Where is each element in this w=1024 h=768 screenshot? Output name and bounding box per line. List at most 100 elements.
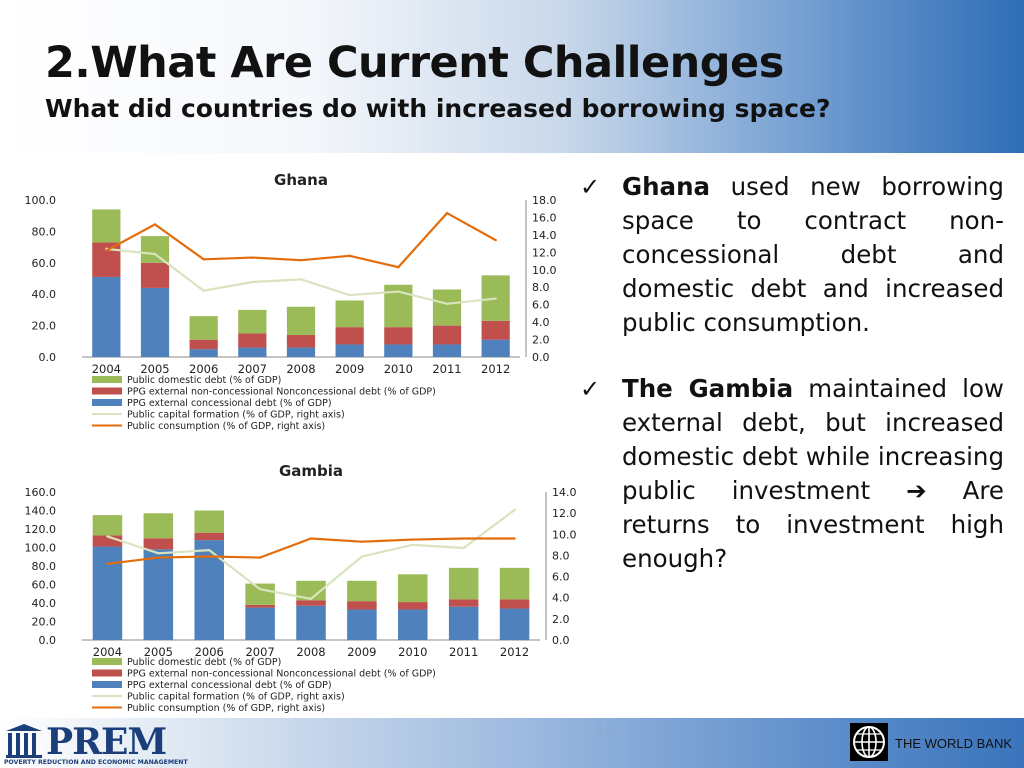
y-tick-label: 20.0	[32, 320, 57, 333]
legend-swatch	[92, 669, 122, 677]
point-public-consumption	[153, 223, 157, 226]
x-tick-label: 2004	[92, 362, 121, 376]
bullet-gambia: ✓ The Gambia maintained low external deb…	[580, 372, 1004, 576]
bullet-bold: The Gambia	[622, 374, 794, 403]
point-public-consumption	[411, 538, 414, 541]
slide-header: 2.What Are Current Challenges What did c…	[0, 0, 1024, 153]
y2-tick-label: 2.0	[532, 334, 550, 347]
y-tick-label: 40.0	[32, 597, 57, 610]
y-tick-label: 160.0	[25, 486, 57, 499]
y-tick-label: 0.0	[39, 634, 57, 647]
bar-nonconcessional	[92, 535, 123, 547]
x-tick-label: 2012	[481, 362, 510, 376]
bar-concessional	[189, 349, 218, 357]
y2-tick-label: 10.0	[532, 264, 557, 277]
point-public-consumption	[513, 537, 516, 540]
y-tick-label: 120.0	[25, 523, 57, 536]
legend-swatch	[92, 681, 122, 688]
bar-nonconcessional	[194, 532, 224, 541]
page-number: 18	[596, 724, 614, 740]
point-capital-formation	[445, 302, 449, 305]
point-capital-formation	[397, 290, 400, 293]
bar-concessional	[140, 287, 170, 357]
y2-tick-label: 14.0	[532, 229, 557, 242]
bar-nonconcessional	[238, 333, 267, 348]
bar-concessional	[92, 276, 121, 357]
slide-title: 2.What Are Current Challenges	[45, 38, 784, 88]
legend-label: PPG external non-concessional Nonconcess…	[127, 387, 436, 398]
y2-tick-label: 6.0	[532, 299, 550, 312]
bar-nonconcessional	[92, 242, 121, 277]
y-tick-label: 0.0	[39, 351, 57, 364]
bar-concessional	[296, 605, 326, 640]
bar-nonconcessional	[347, 601, 377, 610]
point-public-consumption	[299, 258, 303, 262]
y2-tick-label: 18.0	[532, 194, 557, 207]
bullet-text: used new borrowing space to contract non…	[622, 172, 1004, 337]
bar-domestic	[398, 574, 428, 603]
chart-title: Gambia	[279, 462, 343, 480]
bar-concessional	[245, 607, 275, 640]
bar-nonconcessional	[448, 599, 479, 607]
x-tick-label: 2009	[335, 362, 364, 376]
point-public-consumption	[397, 265, 400, 269]
y-tick-label: 140.0	[25, 505, 57, 518]
y2-tick-label: 4.0	[552, 592, 570, 605]
point-public-consumption	[106, 562, 109, 566]
point-public-consumption	[309, 537, 313, 540]
x-tick-label: 2005	[140, 362, 169, 376]
bar-concessional	[347, 609, 377, 640]
y2-tick-label: 14.0	[552, 486, 577, 499]
gambia-chart: Gambia 0.0 20.0 40.0 60.0 80.0 100.0 120.0 140.0…	[25, 462, 577, 714]
point-public-consumption	[251, 256, 254, 259]
bar-domestic	[92, 515, 123, 536]
legend-label: Public consumption (% of GDP, right axis…	[127, 703, 325, 714]
bar-concessional	[286, 347, 316, 357]
prem-columns-icon	[6, 724, 42, 758]
checkmark-icon: ✓	[580, 173, 601, 201]
bar-domestic	[296, 580, 326, 601]
point-public-consumption	[348, 254, 351, 258]
y2-tick-label: 8.0	[552, 549, 570, 562]
legend-swatch	[92, 387, 122, 395]
bullet-list: ✓ Ghana used new borrowing space to cont…	[580, 170, 1004, 576]
point-capital-formation	[494, 297, 497, 300]
y-tick-label: 80.0	[32, 560, 57, 573]
point-capital-formation	[411, 543, 414, 547]
point-capital-formation	[157, 552, 160, 555]
bar-domestic	[143, 513, 174, 539]
legend-label: Public consumption (% of GDP, right axis…	[127, 421, 325, 432]
bar-nonconcessional	[481, 320, 510, 340]
x-tick-label: 2007	[238, 362, 267, 376]
point-public-consumption	[105, 249, 108, 252]
bar-concessional	[92, 546, 123, 640]
point-public-consumption	[157, 556, 160, 559]
point-public-consumption	[462, 537, 465, 540]
bar-concessional	[499, 608, 530, 640]
bar-nonconcessional	[384, 327, 413, 345]
x-tick-label: 2010	[384, 362, 413, 376]
y2-tick-label: 2.0	[552, 613, 570, 626]
x-tick-label: 2009	[347, 645, 376, 659]
bar-domestic	[238, 309, 267, 334]
bar-domestic	[245, 583, 275, 605]
y2-tick-label: 0.0	[532, 351, 550, 364]
y-tick-label: 40.0	[32, 288, 57, 301]
point-public-consumption	[208, 555, 211, 558]
ghana-chart: Ghana 0.0 20.0 40.0 60.0 80.0 100.0 0.0 2.0 4.0 6.…	[25, 171, 557, 432]
checkmark-icon: ✓	[580, 375, 601, 403]
x-tick-label: 2011	[432, 362, 461, 376]
y2-tick-label: 16.0	[532, 211, 557, 224]
point-public-consumption	[445, 211, 449, 215]
x-tick-label: 2005	[144, 645, 173, 659]
bar-nonconcessional	[245, 604, 275, 608]
prem-logo-letters: PREM	[46, 721, 167, 763]
bar-domestic	[140, 236, 170, 263]
y2-tick-label: 12.0	[532, 246, 557, 259]
y2-tick-label: 10.0	[552, 528, 577, 541]
point-public-consumption	[360, 540, 364, 543]
bar-nonconcessional	[499, 599, 530, 609]
bar-nonconcessional	[432, 325, 462, 345]
legend-label: Public capital formation (% of GDP, righ…	[127, 410, 345, 421]
point-public-consumption	[494, 238, 497, 242]
